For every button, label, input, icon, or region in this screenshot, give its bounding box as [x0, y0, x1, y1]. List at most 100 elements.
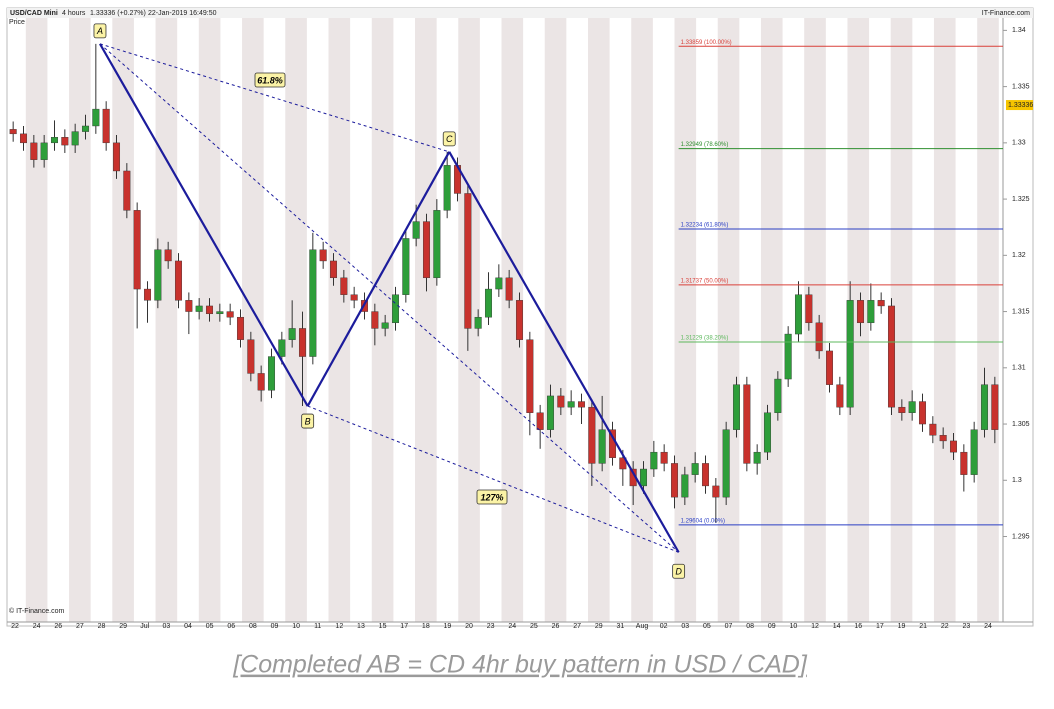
- candle-body: [712, 485, 720, 498]
- point-label: B: [305, 416, 311, 426]
- x-tick-label: 29: [595, 623, 603, 630]
- day-band: [717, 18, 740, 622]
- candle-body: [639, 468, 648, 487]
- point-label-box: [301, 413, 315, 429]
- x-tick-label: 26: [552, 623, 560, 630]
- axis-title: Price: [9, 19, 25, 26]
- x-tick-label: 16: [854, 623, 862, 630]
- candle-body: [92, 108, 100, 127]
- candle-body: [81, 125, 90, 132]
- x-tick-label: 07: [725, 623, 733, 630]
- x-tick-label: 13: [357, 623, 365, 630]
- x-tick-label: 17: [876, 623, 884, 630]
- y-tick-label: 1.33: [1012, 140, 1026, 147]
- candle-body: [154, 249, 162, 301]
- candle-body: [877, 300, 885, 307]
- x-tick-label: 24: [33, 623, 41, 630]
- candle-body: [123, 170, 131, 211]
- day-band: [112, 18, 134, 622]
- ratio-label: 61.8%: [257, 75, 283, 85]
- candle-body: [691, 463, 699, 475]
- x-tick-label: 14: [833, 623, 841, 630]
- candle-body: [970, 429, 978, 475]
- x-tick-label: 23: [962, 623, 970, 630]
- quote: 1.33336 (+0.27%): [90, 10, 146, 17]
- candle-body: [753, 451, 761, 464]
- x-tick-label: 27: [76, 623, 84, 630]
- x-tick-label: 25: [530, 623, 538, 630]
- candle-body: [918, 401, 927, 425]
- candle-body: [815, 322, 823, 352]
- y-tick-label: 1.31: [1012, 365, 1026, 372]
- candle-body: [774, 378, 782, 413]
- candle-body: [836, 384, 844, 408]
- x-tick-label: 15: [379, 623, 387, 630]
- candle-body: [112, 142, 121, 172]
- candle-body: [722, 429, 730, 498]
- day-band: [25, 18, 48, 622]
- x-tick-label: 12: [811, 623, 819, 630]
- candle-body: [536, 412, 544, 430]
- candle-body: [278, 339, 286, 357]
- candle-body: [743, 384, 751, 464]
- candle-body: [298, 328, 307, 357]
- x-tick-label: 31: [617, 623, 625, 630]
- day-band: [977, 18, 999, 622]
- candle-body: [701, 463, 710, 487]
- candle-body: [991, 384, 999, 430]
- last-price-label: 1.33336: [1008, 102, 1033, 109]
- point-label: A: [96, 26, 103, 36]
- x-tick-label: 03: [681, 623, 689, 630]
- candle-body: [185, 300, 193, 312]
- candle-body: [484, 288, 493, 318]
- candle-body: [247, 339, 255, 374]
- candle-body: [980, 384, 989, 430]
- y-tick-label: 1.295: [1012, 533, 1030, 540]
- x-tick-label: 24: [508, 623, 516, 630]
- pattern-dashed-line: [307, 405, 679, 553]
- pattern-line: [99, 43, 309, 407]
- x-tick-label: 12: [335, 623, 343, 630]
- y-tick-label: 1.315: [1012, 308, 1030, 315]
- x-tick-label: 18: [422, 623, 430, 630]
- candle-body: [412, 221, 420, 239]
- y-tick-label: 1.32: [1012, 252, 1026, 259]
- candle-body: [195, 305, 203, 312]
- candle-body: [660, 451, 668, 464]
- day-band: [544, 18, 567, 622]
- day-band: [760, 18, 783, 622]
- day-band: [631, 18, 653, 622]
- y-tick-label: 1.3: [1012, 477, 1022, 484]
- day-band: [933, 18, 956, 622]
- point-label: C: [446, 134, 453, 144]
- x-tick-label: 20: [465, 623, 473, 630]
- day-band: [242, 18, 264, 622]
- candle-body: [288, 328, 296, 340]
- candle-body: [557, 395, 565, 408]
- x-tick-label: 23: [487, 623, 495, 630]
- day-band: [587, 18, 610, 622]
- candle-body: [9, 129, 17, 135]
- y-tick-label: 1.34: [1012, 27, 1026, 34]
- candle-body: [164, 249, 172, 262]
- x-tick-label: 03: [162, 623, 170, 630]
- x-tick-label: 28: [98, 623, 106, 630]
- candle-body: [143, 288, 152, 301]
- fib-label: 1.32949 (78.60%): [681, 142, 729, 148]
- candle-body: [371, 311, 379, 329]
- x-tick-label: 08: [746, 623, 754, 630]
- x-tick-label: 11: [314, 623, 321, 630]
- x-tick-label: 09: [271, 623, 279, 630]
- candle-body: [19, 133, 28, 144]
- candle-body: [846, 300, 854, 408]
- candle-body: [856, 300, 865, 324]
- candle-body: [391, 294, 400, 324]
- candle-body: [50, 137, 59, 144]
- candle-body: [495, 277, 503, 290]
- day-band: [328, 18, 351, 622]
- candle-body: [526, 339, 534, 413]
- candle-body: [422, 221, 431, 279]
- candle-body: [350, 294, 358, 301]
- candle-body: [898, 406, 906, 413]
